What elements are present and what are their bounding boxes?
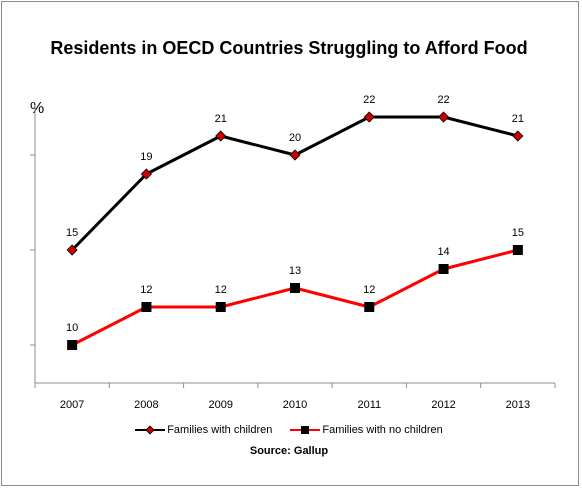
x-tick-label: 2011 [357,399,381,411]
data-label: 15 [512,227,524,239]
data-point [363,111,375,123]
data-label: 20 [289,132,301,144]
x-tick-label: 2012 [431,399,455,411]
data-label: 21 [215,113,227,125]
data-label: 12 [215,284,227,296]
data-label: 15 [66,227,78,239]
legend-item-series-2: Families with no children [290,424,443,436]
legend-marker-series-2 [290,426,321,434]
data-label: 12 [140,284,152,296]
data-label: 12 [363,284,375,296]
data-point [438,111,450,123]
chart-title: Residents in OECD Countries Struggling t… [50,38,528,58]
data-label: 19 [140,151,152,163]
data-point [215,302,226,312]
data-label: 21 [512,113,524,125]
data-label: 22 [363,94,375,106]
data-point [364,302,375,312]
data-point [438,264,449,274]
data-point [289,149,301,161]
x-tick-label: 2009 [208,399,232,411]
legend-item-series-1: Families with children [135,424,272,436]
data-point [141,302,152,312]
legend-marker-series-1 [135,425,166,435]
legend-label-series-2: Families with no children [322,424,443,436]
legend: Families with children Families with no … [0,424,578,436]
data-label: 14 [437,246,449,258]
data-label: 22 [437,94,449,106]
data-point [512,130,524,142]
data-label: 13 [289,265,301,277]
data-point [290,283,300,293]
data-point [215,130,227,142]
data-point [67,340,78,350]
data-point [66,244,78,256]
legend-label-series-1: Families with children [167,424,273,436]
data-point [140,168,152,180]
x-tick-label: 2008 [134,399,158,411]
x-tick-label: 2010 [283,399,307,411]
y-axis-label: % [30,100,45,117]
data-label: 10 [66,322,78,334]
data-point [512,245,523,255]
chart-source: Source: Gallup [249,445,329,457]
x-tick-label: 2007 [60,399,84,411]
x-tick-label: 2013 [506,399,530,411]
